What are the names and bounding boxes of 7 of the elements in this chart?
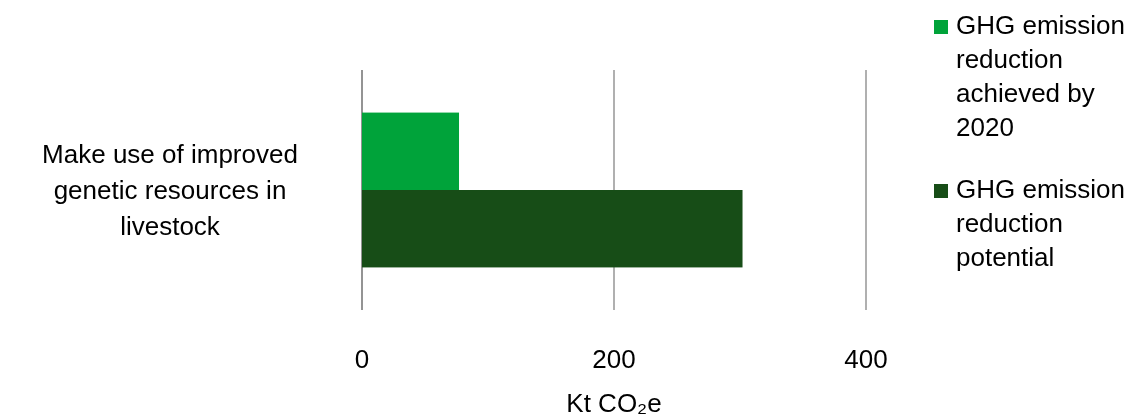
- legend-label: GHG emission reduction potential: [956, 174, 1126, 272]
- x-tick-label: 200: [592, 344, 636, 374]
- legend-label: GHG emission reduction achieved by 2020: [956, 10, 1126, 142]
- x-tick-label: 0: [354, 344, 370, 374]
- x-tick-label: 400: [844, 344, 888, 374]
- y-tick-label: Make use of improved genetic resources in livestock: [42, 139, 298, 241]
- x-axis-title: Kt CO₂e: [566, 388, 662, 418]
